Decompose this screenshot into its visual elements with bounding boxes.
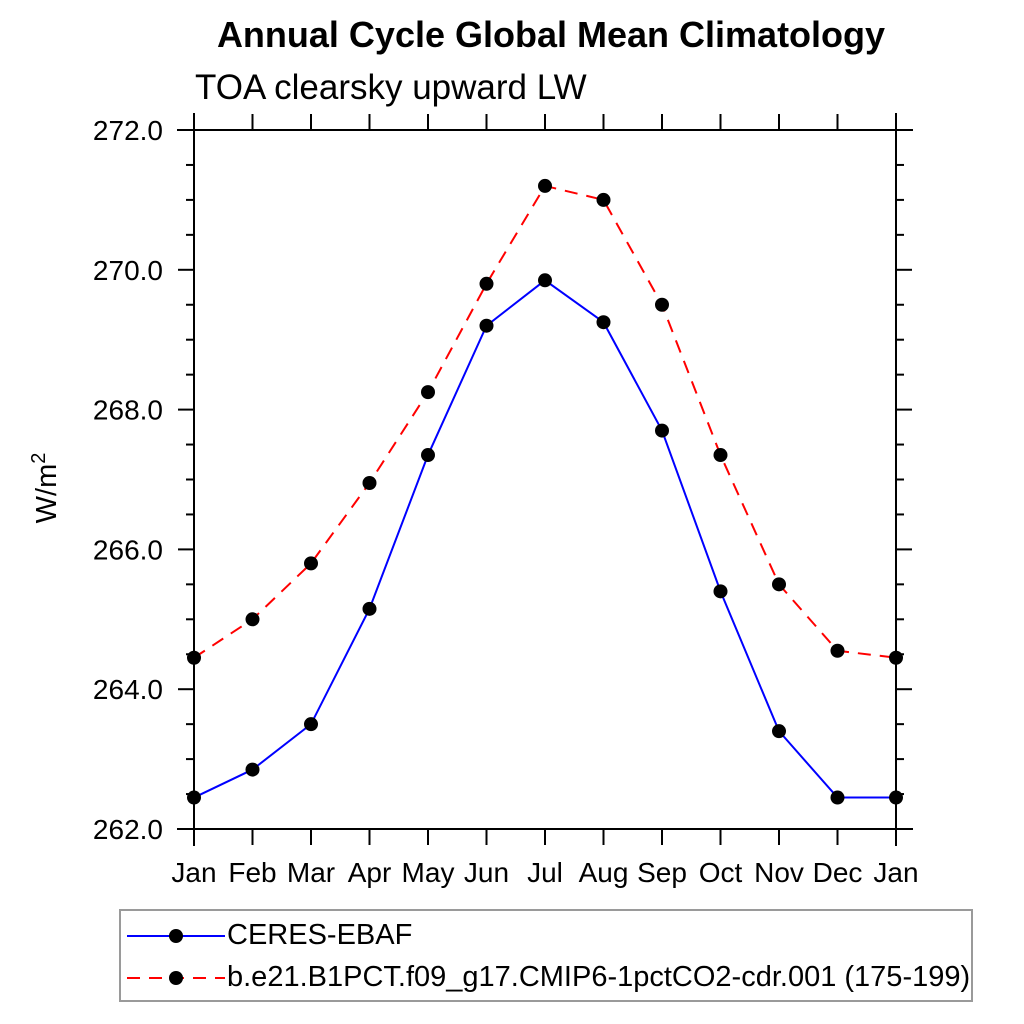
x-tick-label: Jan (171, 857, 216, 888)
data-point-marker (421, 385, 435, 400)
series-line-1 (193, 184, 897, 659)
data-point-marker (479, 318, 494, 333)
data-point-marker (889, 650, 903, 665)
chart-subtitle: TOA clearsky upward LW (195, 68, 587, 107)
data-series (187, 178, 903, 805)
y-tick-label: 262.0 (93, 814, 163, 845)
y-tick-label: 264.0 (93, 674, 163, 705)
x-tick-label: Apr (348, 857, 392, 888)
legend-label: CERES-EBAF (227, 919, 413, 951)
x-tick-label: Dec (813, 857, 863, 888)
y-axis-title: W/m2 (28, 453, 63, 524)
data-point-marker (713, 584, 728, 599)
data-point-marker (245, 762, 260, 777)
data-point-marker (362, 601, 377, 616)
data-point-marker (772, 577, 786, 592)
data-point-marker (655, 423, 669, 438)
data-point-marker (538, 273, 552, 288)
x-tick-label: Nov (754, 857, 804, 888)
series-line-0 (193, 279, 896, 799)
axes-and-ticks: 262.0 264.0 266.0 268.0 270.0 272.0 Jan Feb Mar A… (93, 113, 919, 888)
data-point-marker (479, 276, 494, 291)
data-point-marker (596, 192, 611, 207)
legend-item-0: CERES-EBAF (125, 915, 971, 957)
data-point-marker (830, 790, 845, 805)
x-tick-label: Jun (464, 857, 509, 888)
data-point-marker (362, 475, 377, 490)
x-tick-label: Jul (527, 857, 563, 888)
data-point-marker (304, 717, 318, 732)
data-point-marker (596, 315, 611, 330)
x-tick-label: Jan (873, 857, 918, 888)
y-tick-label: 270.0 (93, 255, 163, 286)
x-tick-label: Feb (228, 857, 276, 888)
y-tick-label: 268.0 (93, 395, 163, 426)
x-tick-label: Sep (637, 857, 687, 888)
legend-swatch-dashed-line-icon (127, 970, 225, 985)
y-tick-label: 266.0 (93, 534, 163, 565)
data-point-marker (187, 650, 201, 665)
data-point-marker (889, 790, 903, 805)
legend-label: b.e21.B1PCT.f09_g17.CMIP6-1pctCO2-cdr.00… (227, 961, 971, 993)
data-point-marker (187, 790, 201, 805)
data-point-marker (830, 643, 845, 658)
data-point-marker (538, 178, 552, 193)
y-tick-label: 272.0 (93, 115, 163, 146)
data-point-marker (655, 297, 669, 312)
legend-box: CERES-EBAF b.e21.B1PCT.f09_g17.CMIP6-1pct… (119, 909, 973, 1002)
legend-marker-dot-icon (169, 970, 183, 985)
chart-title: Annual Cycle Global Mean Climatology (217, 14, 885, 55)
x-tick-label: May (402, 857, 455, 888)
legend-marker-dot-icon (169, 928, 183, 943)
x-tick-label: Mar (287, 857, 335, 888)
x-tick-label: Aug (579, 857, 629, 888)
data-point-marker (421, 448, 435, 463)
legend-item-1: b.e21.B1PCT.f09_g17.CMIP6-1pctCO2-cdr.00… (125, 957, 971, 999)
x-tick-label: Oct (699, 857, 743, 888)
data-point-marker (304, 556, 318, 571)
data-point-marker (713, 448, 728, 463)
data-point-marker (245, 612, 260, 627)
data-point-marker (772, 724, 786, 739)
legend-swatch-solid-line-icon (127, 928, 225, 943)
